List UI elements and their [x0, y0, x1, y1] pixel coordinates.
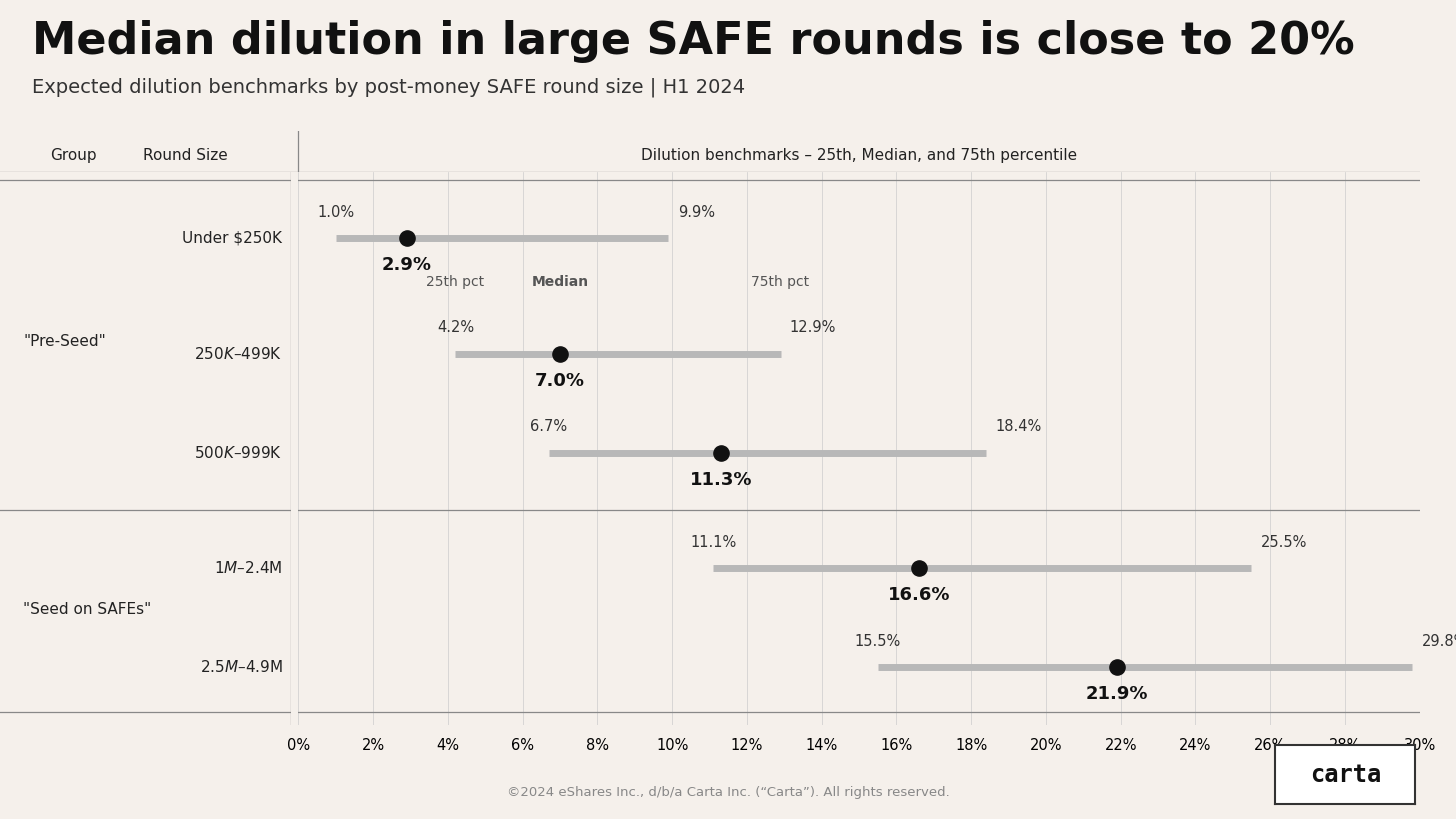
Text: 75th pct: 75th pct: [751, 275, 810, 289]
Text: 25th pct: 25th pct: [427, 275, 485, 289]
Text: 29.8%: 29.8%: [1421, 634, 1456, 649]
Text: Dilution benchmarks – 25th, Median, and 75th percentile: Dilution benchmarks – 25th, Median, and …: [641, 148, 1077, 163]
Text: 11.3%: 11.3%: [690, 471, 751, 489]
Text: Round Size: Round Size: [143, 148, 227, 163]
Text: Median: Median: [531, 275, 588, 289]
Text: $250K–$499K: $250K–$499K: [194, 346, 282, 361]
Text: Group: Group: [50, 148, 96, 163]
Text: 9.9%: 9.9%: [678, 205, 715, 219]
Text: carta: carta: [1310, 762, 1380, 787]
Text: 7.0%: 7.0%: [534, 372, 585, 390]
Text: 15.5%: 15.5%: [855, 634, 901, 649]
Text: 16.6%: 16.6%: [888, 586, 951, 604]
Text: $2.5M–$4.9M: $2.5M–$4.9M: [199, 659, 282, 675]
Text: "Pre-Seed": "Pre-Seed": [23, 333, 106, 349]
Point: [395, 232, 418, 245]
Point: [549, 347, 572, 360]
Text: 11.1%: 11.1%: [690, 535, 737, 550]
Text: 4.2%: 4.2%: [437, 320, 475, 335]
Text: 25.5%: 25.5%: [1261, 535, 1307, 550]
Text: 2.9%: 2.9%: [381, 256, 432, 274]
Text: 18.4%: 18.4%: [996, 419, 1041, 434]
Point: [1105, 660, 1128, 673]
Text: Under $250K: Under $250K: [182, 230, 282, 246]
Text: 1.0%: 1.0%: [317, 205, 354, 219]
Point: [907, 562, 930, 575]
Text: Expected dilution benchmarks by post-money SAFE round size | H1 2024: Expected dilution benchmarks by post-mon…: [32, 78, 745, 97]
Text: 6.7%: 6.7%: [530, 419, 568, 434]
Point: [709, 446, 732, 459]
Text: ©2024 eShares Inc., d/b/a Carta Inc. (“Carta”). All rights reserved.: ©2024 eShares Inc., d/b/a Carta Inc. (“C…: [507, 785, 949, 799]
Text: 12.9%: 12.9%: [791, 320, 836, 335]
Text: $500K–$999K: $500K–$999K: [194, 445, 282, 460]
Text: "Seed on SAFEs": "Seed on SAFEs": [23, 602, 151, 617]
Text: $1M–$2.4M: $1M–$2.4M: [214, 560, 282, 576]
Text: Median dilution in large SAFE rounds is close to 20%: Median dilution in large SAFE rounds is …: [32, 20, 1354, 64]
Text: 21.9%: 21.9%: [1086, 686, 1149, 704]
